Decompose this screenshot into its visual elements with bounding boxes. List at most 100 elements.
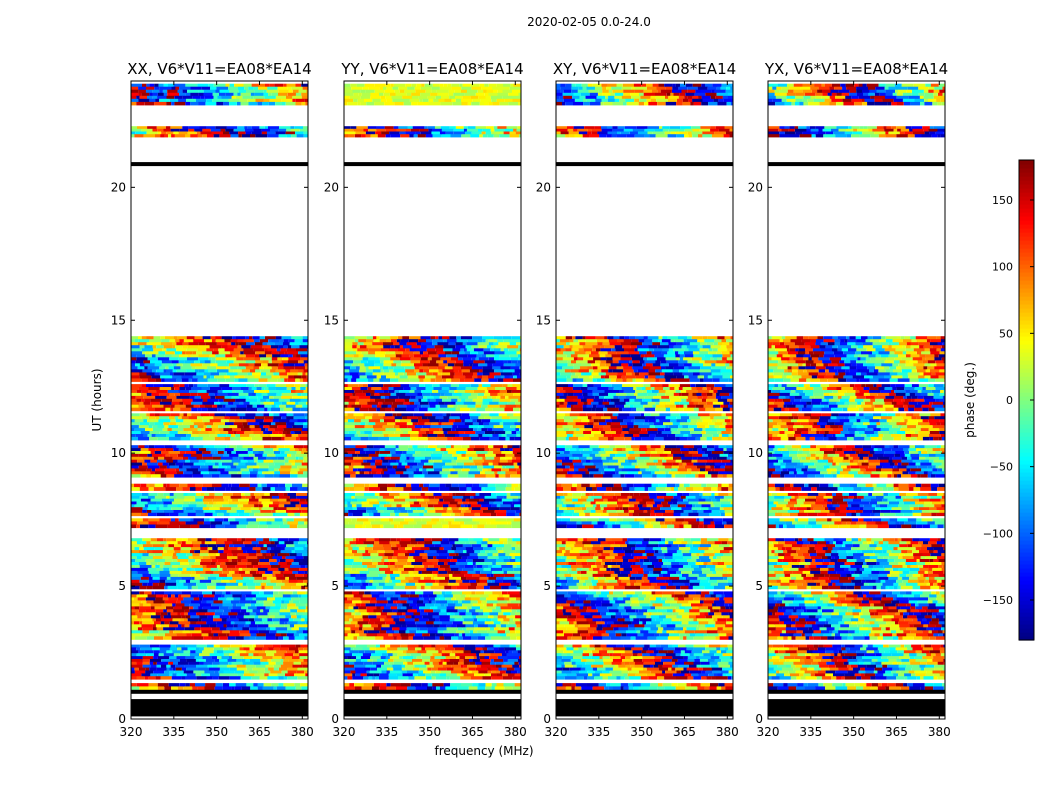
phase-cell (183, 501, 190, 505)
phase-cell (280, 565, 290, 569)
phase-cell (297, 591, 306, 595)
phase-cell (162, 462, 169, 466)
phase-cell (365, 550, 369, 554)
phase-cell (176, 495, 185, 500)
phase-cell (151, 392, 160, 397)
phase-row (131, 633, 308, 637)
phase-cell (144, 591, 152, 595)
phase-cell (280, 585, 292, 590)
phase-cell (378, 483, 388, 488)
phase-band (344, 591, 521, 640)
phase-cell (163, 538, 167, 542)
phase-band (344, 384, 521, 412)
phase-cell (431, 676, 436, 680)
phase-cell (168, 544, 174, 548)
phase-cell (273, 686, 277, 691)
phase-cell (363, 630, 368, 634)
phase-cell (344, 573, 351, 578)
phase-cell (400, 428, 412, 432)
phase-cell (389, 436, 401, 441)
phase-cell (138, 89, 146, 94)
phase-cell (296, 576, 308, 581)
phase-cell (344, 606, 349, 610)
phase-cell (415, 451, 421, 455)
phase-cell (381, 559, 385, 563)
phase-cell (142, 369, 153, 373)
phase-cell (390, 567, 399, 572)
phase-cell (295, 404, 303, 409)
phase-cell (188, 504, 197, 508)
phase-cell (184, 627, 195, 631)
phase-cell (442, 504, 449, 508)
phase-cell (418, 570, 422, 575)
phase-cell (361, 600, 370, 604)
phase-cell (283, 683, 295, 687)
phase-cell (196, 644, 207, 648)
phase-cell (487, 606, 496, 610)
phase-cell (352, 653, 363, 657)
phase-cell (169, 493, 174, 497)
phase-cell (307, 661, 308, 666)
phase-cell (370, 465, 377, 469)
phase-cell (351, 567, 357, 572)
phase-cell (509, 644, 516, 648)
phase-cell (302, 86, 308, 91)
phase-cell (146, 585, 153, 590)
phase-cell (363, 413, 373, 417)
phase-cell (472, 573, 480, 578)
phase-cell (477, 636, 482, 640)
phase-cell (493, 445, 504, 449)
phase-cell (384, 591, 396, 595)
phase-cell (421, 487, 429, 491)
phase-cell (185, 92, 191, 97)
phase-cell (455, 603, 463, 607)
phase-cell (252, 336, 260, 340)
phase-cell (403, 565, 414, 569)
phase-cell (453, 600, 458, 604)
phase-cell (285, 483, 292, 488)
phase-cell (349, 618, 353, 622)
phase-cell (274, 468, 279, 472)
phase-cell (223, 550, 232, 554)
phase-cell (140, 474, 147, 478)
phase-cell (472, 562, 476, 566)
phase-cell (261, 618, 268, 622)
phase-cell (514, 573, 520, 578)
phase-cell (217, 363, 229, 367)
phase-cell (207, 134, 214, 138)
phase-cell (297, 372, 303, 376)
phase-cell (463, 518, 473, 522)
phase-cell (434, 495, 443, 500)
phase-cell (431, 576, 435, 581)
phase-cell (180, 407, 192, 412)
phase-cell (214, 451, 218, 455)
phase-cell (487, 556, 496, 560)
phase-cell (173, 567, 178, 572)
phase-cell (180, 547, 191, 551)
phase-cell (139, 591, 145, 595)
phase-cell (172, 363, 177, 367)
phase-cell (196, 456, 203, 461)
phase-cell (498, 553, 506, 557)
phase-row (131, 603, 308, 607)
phase-row (344, 594, 521, 598)
phase-cell (171, 134, 175, 138)
phase-cell (506, 483, 512, 488)
phase-cell (202, 401, 215, 406)
phase-cell (303, 647, 308, 651)
phase-cell (476, 656, 480, 660)
phase-cell (172, 375, 182, 379)
phase-cell (212, 483, 222, 488)
phase-cell (303, 425, 308, 429)
phase-cell (144, 366, 148, 370)
phase-cell (344, 384, 348, 388)
phase-cell (431, 600, 436, 604)
phase-cell (297, 392, 302, 397)
phase-cell (205, 342, 217, 346)
phase-cell (131, 89, 139, 94)
phase-cell (451, 597, 456, 601)
phase-cell (223, 451, 227, 455)
phase-cell (350, 501, 362, 505)
phase-cell (361, 501, 370, 505)
phase-cell (398, 597, 409, 601)
